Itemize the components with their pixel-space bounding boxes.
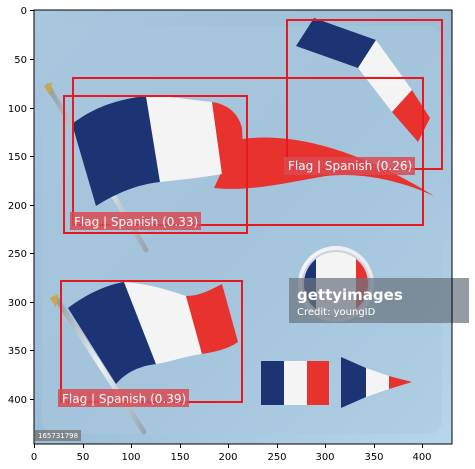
watermark: gettyimages Credit: youngID 165731798 [35,278,469,441]
x-tick-label: 400 [412,452,431,463]
detection-label-3: Flag | Spanish (0.39) [62,392,186,406]
x-tick-label: 300 [315,452,334,463]
watermark-brand: gettyimages [297,286,403,304]
x-tick-label: 0 [31,452,37,463]
y-tick-label: 350 [8,346,27,357]
watermark-credit: Credit: youngID [297,307,376,318]
rectangle-flag [261,361,329,405]
detection-labels: Flag | Spanish (0.26) Flag | Spanish (0.… [58,157,415,407]
lower-flag [50,282,238,435]
x-tick-label: 50 [77,452,90,463]
photo [34,10,452,444]
detection-label-bg-2 [70,212,201,230]
y-tick-label: 250 [8,249,27,260]
axes-frame [33,9,453,445]
x-tick-label: 150 [170,452,189,463]
y-tick-label: 100 [8,104,27,115]
x-tick-marks [34,444,423,448]
diagonal-flag [296,18,430,142]
x-tick-label: 250 [267,452,286,463]
watermark-band [289,278,469,323]
image-id-text: 165731798 [38,432,78,440]
y-tick-label: 50 [14,55,27,66]
detection-label-2: Flag | Spanish (0.33) [74,215,198,229]
y-tick-label: 300 [8,298,27,309]
y-tick-marks [30,10,34,400]
upper-flag [44,82,244,253]
x-tick-label: 200 [218,452,237,463]
x-tick-label: 350 [364,452,383,463]
y-tick-label: 200 [8,201,27,212]
detection-label-bg-1 [284,157,415,175]
detection-label-1: Flag | Spanish (0.26) [288,159,412,173]
detection-box-3 [63,95,248,234]
y-tick-labels: 0 50 100 150 200 250 300 350 400 [8,6,27,406]
y-tick-label: 150 [8,152,27,163]
y-tick-label: 400 [8,395,27,406]
y-tick-label: 0 [21,6,27,17]
pennant-flag [341,357,412,408]
image-id-badge [35,430,81,441]
detection-label-bg-3 [58,389,189,407]
x-tick-labels: 0 50 100 150 200 250 300 350 400 [31,452,432,463]
x-tick-label: 100 [121,452,140,463]
